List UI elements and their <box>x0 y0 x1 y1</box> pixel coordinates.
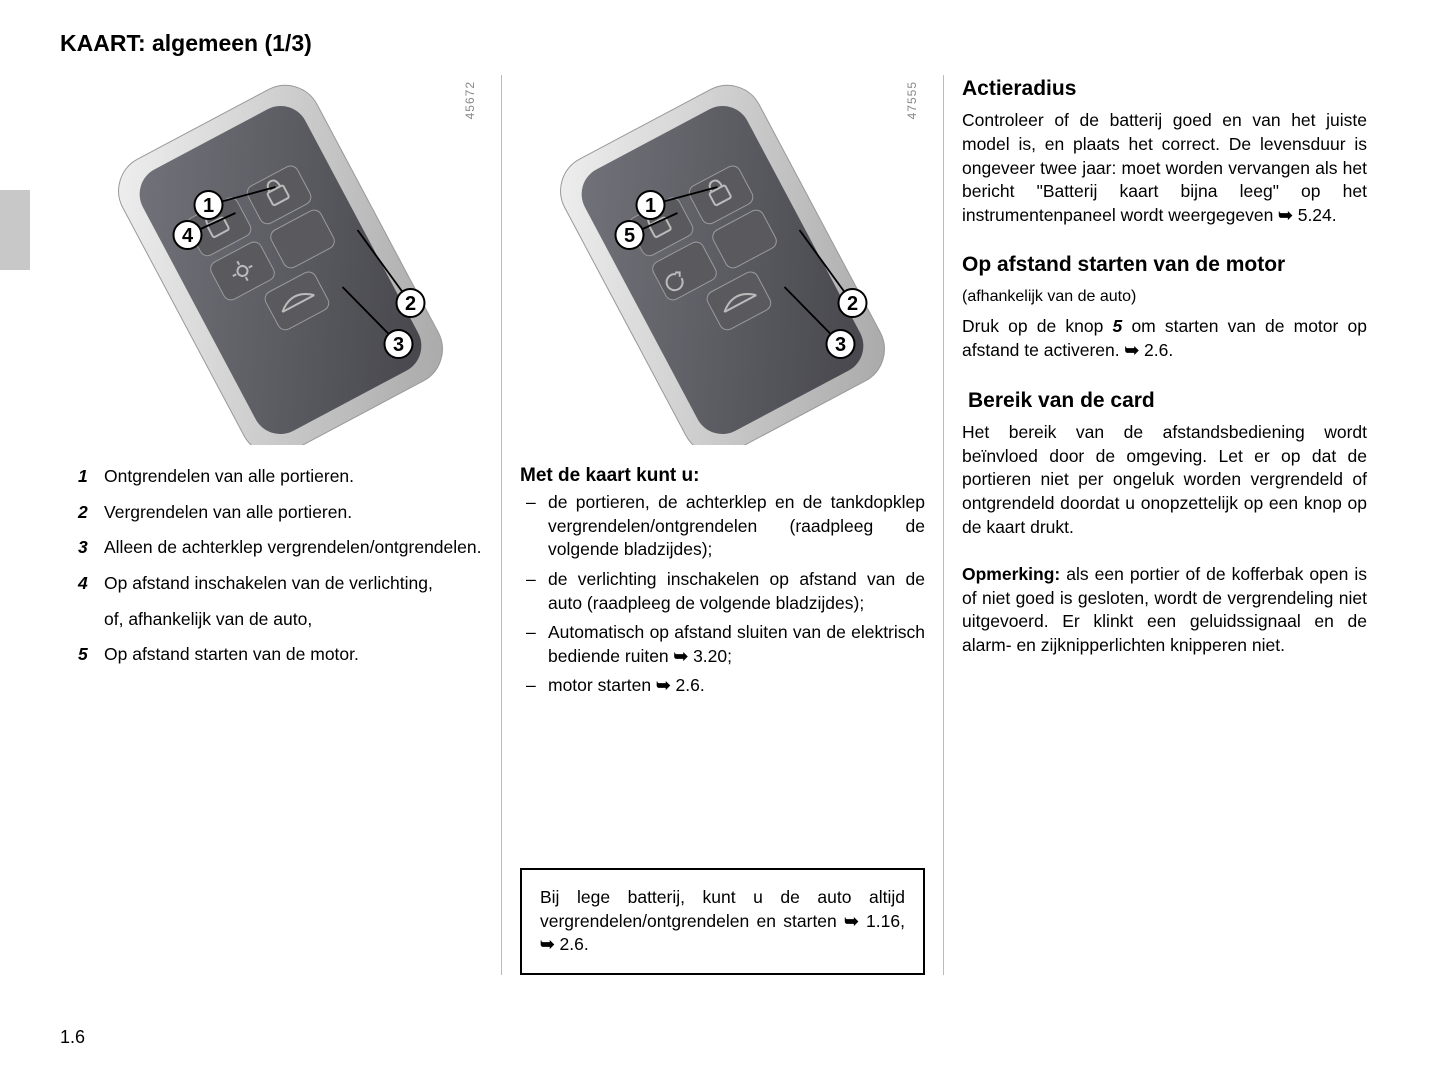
dash-icon: – <box>520 568 548 615</box>
item-text: Op afstand inschakelen van de verlich­ti… <box>104 572 483 596</box>
arrow-icon: ➥ <box>540 933 555 957</box>
section-body: Het bereik van de afstandsbediening word… <box>962 421 1367 539</box>
callout-5: 5 <box>624 225 635 247</box>
item-num: 5 <box>78 643 104 667</box>
figure-1: 45672 <box>78 75 483 445</box>
col2-heading: Met de kaart kunt u: <box>520 465 925 487</box>
item-subtext: of, afhankelijk van de auto, <box>104 608 483 632</box>
arrow-icon: ➥ <box>1278 204 1293 228</box>
callout-3: 3 <box>835 334 846 356</box>
section-title: Bereik van de card <box>962 387 1367 415</box>
dash-icon: – <box>520 491 548 562</box>
key-card-illustration-1: 1 4 2 3 <box>78 75 483 445</box>
figure-2: 47555 <box>520 75 925 445</box>
item-num: 2 <box>78 501 104 525</box>
callout-2: 2 <box>405 293 416 315</box>
page-title: KAART: algemeen (1/3) <box>60 30 1385 57</box>
bullet-text: Automatisch op afstand sluiten van de el… <box>548 621 925 668</box>
item-text: Alleen de achterklep vergrendelen/ont­gr… <box>104 536 483 560</box>
arrow-icon: ➥ <box>1124 339 1139 363</box>
key-card-illustration-2: 1 5 2 3 <box>520 75 925 445</box>
figure-1-id: 45672 <box>463 81 477 119</box>
column-2: 47555 <box>501 75 943 975</box>
section-opmerking: Opmerking: als een portier of de kofferb… <box>962 563 1367 658</box>
section-title: Op afstand starten van de motor <box>962 251 1367 279</box>
page-number: 1.6 <box>60 1027 85 1048</box>
item-text: Ontgrendelen van alle portieren. <box>104 465 483 489</box>
dash-icon: – <box>520 621 548 668</box>
item-text: Vergrendelen van alle portieren. <box>104 501 483 525</box>
section-actieradius: Actieradius Controleer of de batterij go… <box>962 75 1367 227</box>
column-3: Actieradius Controleer of de batterij go… <box>943 75 1385 975</box>
item-num: 4 <box>78 572 104 596</box>
page: KAART: algemeen (1/3) 45672 <box>0 0 1445 1070</box>
figure-2-id: 47555 <box>905 81 919 119</box>
info-box: Bij lege batterij, kunt u de auto altijd… <box>520 868 925 975</box>
arrow-icon: ➥ <box>844 910 859 934</box>
item-num: 3 <box>78 536 104 560</box>
dash-icon: – <box>520 674 548 698</box>
section-subtitle: (afhankelijk van de auto) <box>962 286 1367 308</box>
col1-list: 1Ontgrendelen van alle portieren. 2Vergr… <box>78 465 483 667</box>
callout-1: 1 <box>645 195 656 217</box>
item-text: Op afstand starten van de motor. <box>104 643 483 667</box>
bullet-text: de portieren, de achterklep en de tank­d… <box>548 491 925 562</box>
section-body: Druk op de knop 5 om starten van de moto… <box>962 315 1367 362</box>
callout-2: 2 <box>847 293 858 315</box>
section-op-afstand: Op afstand starten van de motor (afhanke… <box>962 251 1367 362</box>
callout-4: 4 <box>182 225 194 247</box>
column-1: 45672 <box>60 75 501 975</box>
section-body: Controleer of de batterij goed en van he… <box>962 109 1367 227</box>
section-title: Actieradius <box>962 75 1367 103</box>
item-num: 1 <box>78 465 104 489</box>
section-bereik: Bereik van de card Het bereik van de afs… <box>962 387 1367 539</box>
arrow-icon: ➥ <box>656 674 671 698</box>
bullet-text: de verlichting inschakelen op afstand va… <box>548 568 925 615</box>
callout-1: 1 <box>203 195 214 217</box>
col2-content: Met de kaart kunt u: –de portieren, de a… <box>520 465 925 698</box>
section-body: Opmerking: als een portier of de kofferb… <box>962 563 1367 658</box>
arrow-icon: ➥ <box>674 645 689 669</box>
col2-bullets: –de portieren, de achterklep en de tank­… <box>520 491 925 698</box>
columns: 45672 <box>60 75 1385 975</box>
bullet-text: motor starten ➥ 2.6. <box>548 674 925 698</box>
callout-3: 3 <box>393 334 404 356</box>
